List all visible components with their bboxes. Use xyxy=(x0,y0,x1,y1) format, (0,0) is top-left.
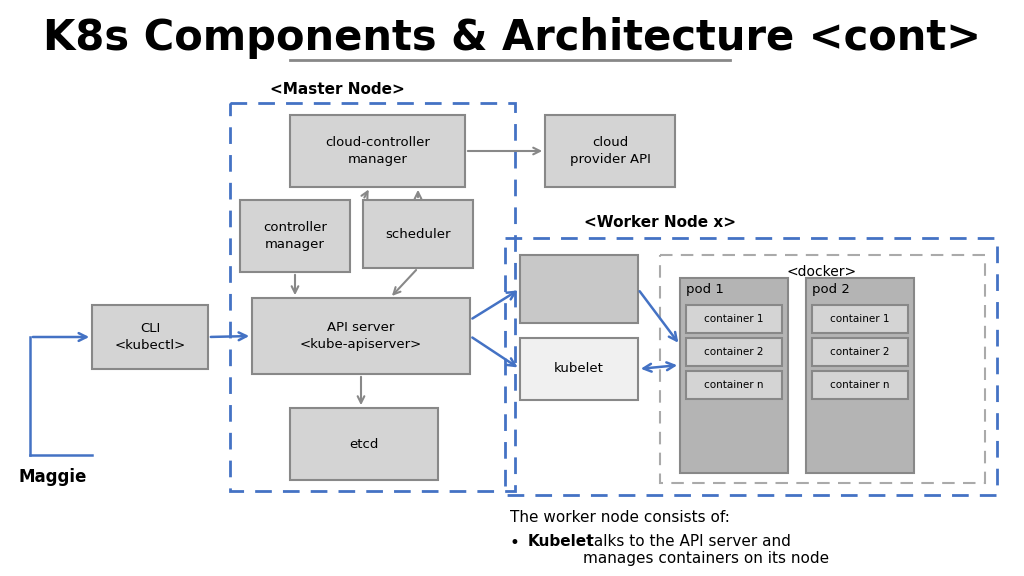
FancyBboxPatch shape xyxy=(680,278,788,473)
FancyBboxPatch shape xyxy=(362,200,473,268)
Text: talks to the API server and
manages containers on its node: talks to the API server and manages cont… xyxy=(583,534,829,566)
FancyBboxPatch shape xyxy=(545,115,675,187)
FancyBboxPatch shape xyxy=(812,338,908,366)
Text: controller
manager: controller manager xyxy=(263,221,327,251)
FancyBboxPatch shape xyxy=(92,305,208,369)
Text: CLI
<kubectl>: CLI <kubectl> xyxy=(115,322,185,352)
Text: •: • xyxy=(510,534,520,552)
Text: pod 2: pod 2 xyxy=(812,283,850,296)
FancyBboxPatch shape xyxy=(686,305,782,333)
FancyBboxPatch shape xyxy=(520,255,638,323)
Text: container 2: container 2 xyxy=(705,347,764,357)
Text: kubelet: kubelet xyxy=(554,362,604,376)
Text: container 1: container 1 xyxy=(830,314,890,324)
FancyBboxPatch shape xyxy=(520,338,638,400)
Text: <docker>: <docker> xyxy=(786,265,857,279)
Text: container 2: container 2 xyxy=(830,347,890,357)
Text: K8s Components & Architecture <cont>: K8s Components & Architecture <cont> xyxy=(43,17,981,59)
FancyBboxPatch shape xyxy=(806,278,914,473)
Text: <Master Node>: <Master Node> xyxy=(270,82,404,97)
FancyBboxPatch shape xyxy=(686,371,782,399)
Text: The worker node consists of:: The worker node consists of: xyxy=(510,510,730,525)
FancyBboxPatch shape xyxy=(812,371,908,399)
FancyBboxPatch shape xyxy=(812,305,908,333)
Text: Maggie: Maggie xyxy=(18,468,86,486)
Text: <Worker Node x>: <Worker Node x> xyxy=(584,215,736,230)
FancyBboxPatch shape xyxy=(686,338,782,366)
Text: container n: container n xyxy=(830,380,890,390)
Text: cloud-controller
manager: cloud-controller manager xyxy=(325,136,430,166)
Text: scheduler: scheduler xyxy=(385,228,451,241)
Text: cloud
provider API: cloud provider API xyxy=(569,136,650,166)
Text: container n: container n xyxy=(705,380,764,390)
Text: pod 1: pod 1 xyxy=(686,283,724,296)
Text: API server
<kube-apiserver>: API server <kube-apiserver> xyxy=(300,321,422,351)
FancyBboxPatch shape xyxy=(290,408,438,480)
Text: etcd: etcd xyxy=(349,438,379,450)
Text: container 1: container 1 xyxy=(705,314,764,324)
Text: Kubelet: Kubelet xyxy=(528,534,595,549)
FancyBboxPatch shape xyxy=(290,115,465,187)
FancyBboxPatch shape xyxy=(240,200,350,272)
FancyBboxPatch shape xyxy=(252,298,470,374)
